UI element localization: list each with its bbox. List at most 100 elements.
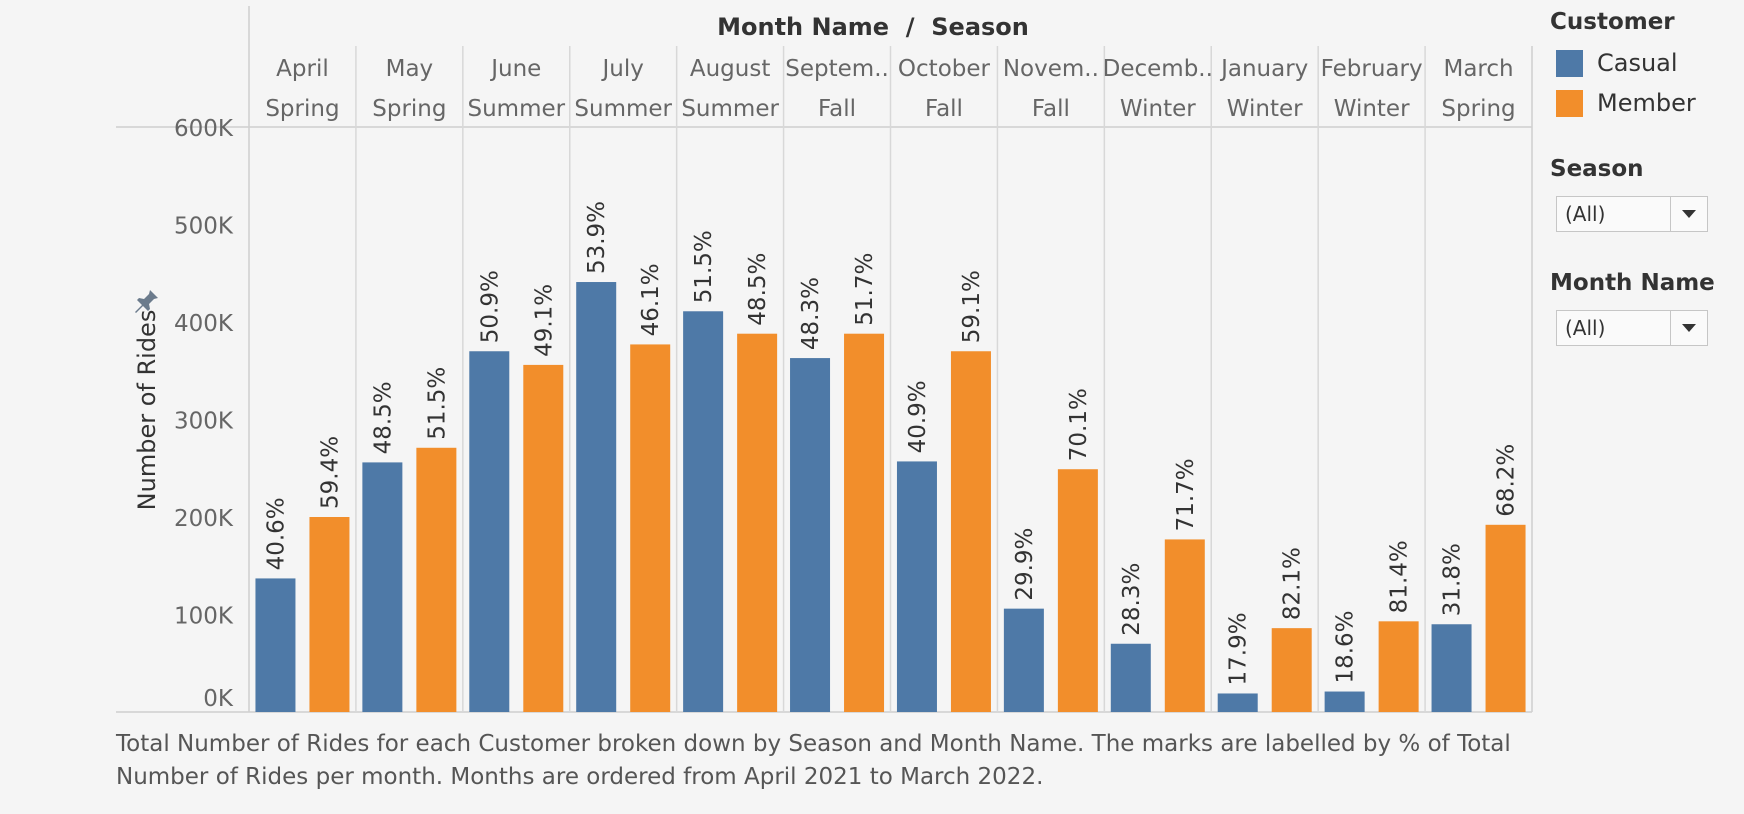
month-header: Decemb.. — [1103, 56, 1213, 82]
bar-member[interactable] — [737, 333, 778, 712]
bar-data-label: 46.1% — [638, 263, 664, 336]
bar-casual[interactable] — [1324, 691, 1365, 712]
bar-member[interactable] — [523, 364, 564, 712]
bar-data-label: 48.5% — [370, 381, 396, 454]
month-header: January — [1219, 56, 1308, 82]
chevron-down-icon[interactable] — [1671, 311, 1707, 345]
bar-data-label: 70.1% — [1066, 388, 1092, 461]
month-header: July — [601, 56, 644, 82]
bar-data-label: 49.1% — [531, 284, 557, 357]
legend-swatch-member — [1556, 89, 1583, 117]
bar-data-label: 48.3% — [798, 277, 824, 350]
bar-chart: 0K 100K 200K 300K 400K 500K 600K April Spring May… — [116, 6, 1533, 713]
season-header: Spring — [265, 96, 339, 122]
month-header: March — [1443, 56, 1513, 82]
bar-casual[interactable] — [362, 462, 403, 712]
bar-member[interactable] — [1164, 539, 1205, 712]
month-header: August — [690, 56, 771, 82]
bar-member[interactable] — [1378, 621, 1419, 712]
season-header: Spring — [1441, 96, 1515, 122]
bar-casual[interactable] — [683, 311, 724, 712]
legend-swatch-casual — [1556, 49, 1583, 77]
bar-data-label: 81.4% — [1387, 540, 1413, 613]
legend-item-casual[interactable]: Casual — [1556, 48, 1678, 78]
bar-data-label: 59.1% — [959, 270, 985, 343]
bar-data-label: 53.9% — [584, 201, 610, 274]
legend-title: Customer — [1550, 9, 1675, 35]
bar-casual[interactable] — [576, 282, 617, 712]
pin-icon[interactable] — [132, 286, 160, 314]
season-filter-value: (All) — [1557, 197, 1671, 231]
legend-label-casual: Casual — [1597, 49, 1678, 77]
bar-member[interactable] — [1485, 524, 1526, 712]
month-header: June — [489, 56, 541, 82]
season-header: Winter — [1227, 96, 1303, 122]
y-axis-title: Number of Rides — [133, 310, 161, 511]
season-header: Winter — [1334, 96, 1410, 122]
season-header: Winter — [1120, 96, 1196, 122]
bar-member[interactable] — [309, 517, 350, 712]
y-tick-label: 200K — [174, 506, 234, 532]
month-filter-value: (All) — [1557, 311, 1671, 345]
season-header: Fall — [1032, 96, 1070, 122]
bar-casual[interactable] — [469, 351, 510, 712]
chart-caption: Total Number of Rides for each Customer … — [116, 731, 1511, 790]
bar-casual[interactable] — [1110, 643, 1151, 712]
season-header: Summer — [574, 96, 672, 122]
bar-member[interactable] — [1057, 469, 1098, 712]
bar-data-label: 48.5% — [745, 253, 771, 326]
legend-label-member: Member — [1597, 89, 1696, 117]
season-filter-dropdown[interactable]: (All) — [1556, 196, 1708, 232]
bar-member[interactable] — [416, 447, 457, 712]
chevron-down-icon[interactable] — [1671, 197, 1707, 231]
bar-casual[interactable] — [896, 461, 937, 712]
bar-data-label: 31.8% — [1440, 543, 1466, 616]
bar-data-label: 51.7% — [852, 253, 878, 326]
bar-data-label: 51.5% — [691, 230, 717, 303]
bar-casual[interactable] — [1431, 624, 1472, 712]
season-header: Fall — [925, 96, 963, 122]
bar-member[interactable] — [630, 344, 671, 712]
month-header: April — [276, 56, 329, 82]
bar-data-label: 40.6% — [263, 497, 289, 570]
bar-data-label: 59.4% — [317, 436, 343, 509]
month-header: May — [386, 56, 434, 82]
bar-data-label: 82.1% — [1280, 547, 1306, 620]
month-filter-title: Month Name — [1550, 270, 1715, 296]
legend-item-member[interactable]: Member — [1556, 88, 1696, 118]
month-header: October — [898, 56, 991, 82]
season-filter-title: Season — [1550, 156, 1644, 182]
bar-casual[interactable] — [1003, 608, 1044, 712]
bar-data-label: 40.9% — [905, 380, 931, 453]
season-header: Fall — [818, 96, 856, 122]
bar-data-label: 51.5% — [424, 367, 450, 440]
column-header-title: Month Name / Season — [717, 13, 1029, 41]
y-tick-label: 600K — [174, 116, 234, 142]
bar-casual[interactable] — [1217, 693, 1258, 712]
season-header: Summer — [681, 96, 779, 122]
bar-casual[interactable] — [790, 358, 831, 712]
month-header: February — [1321, 56, 1423, 82]
y-tick-label: 0K — [203, 686, 234, 712]
bar-data-label: 17.9% — [1226, 612, 1252, 685]
y-tick-label: 500K — [174, 214, 234, 240]
month-header: Septem.. — [785, 56, 889, 82]
bar-data-label: 28.3% — [1119, 563, 1145, 636]
bar-casual[interactable] — [255, 578, 296, 712]
bar-data-label: 50.9% — [477, 270, 503, 343]
bar-data-label: 29.9% — [1012, 528, 1038, 601]
season-header: Spring — [372, 96, 446, 122]
y-tick-label: 400K — [174, 311, 234, 337]
bar-data-label: 68.2% — [1494, 444, 1520, 517]
bar-data-label: 18.6% — [1333, 610, 1359, 683]
y-tick-label: 100K — [174, 604, 234, 630]
bar-data-label: 71.7% — [1173, 458, 1199, 531]
bar-member[interactable] — [1271, 628, 1312, 712]
month-filter-dropdown[interactable]: (All) — [1556, 310, 1708, 346]
bar-member[interactable] — [844, 333, 885, 712]
y-tick-label: 300K — [174, 409, 234, 435]
season-header: Summer — [467, 96, 565, 122]
month-header: Novem.. — [1003, 56, 1099, 82]
bar-member[interactable] — [950, 351, 991, 712]
